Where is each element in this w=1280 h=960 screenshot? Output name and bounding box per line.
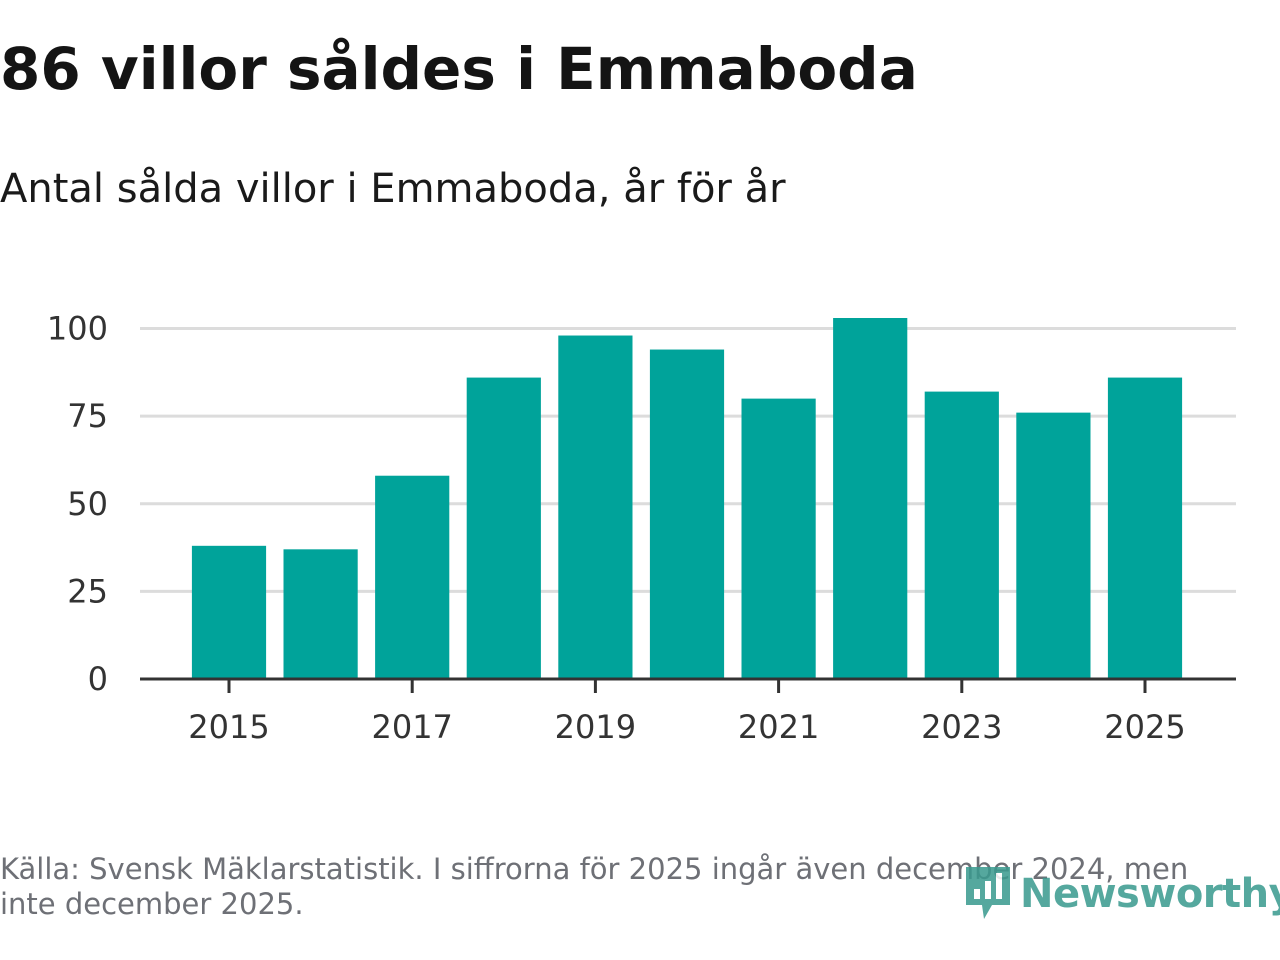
bar-chart: 0 25 50 75 100 2015 2017 2019 2021 2023 2025 — [47, 310, 1236, 746]
bar-2021 — [741, 398, 816, 679]
bar-2022 — [833, 318, 908, 679]
x-tick-label-2015: 2015 — [188, 708, 269, 746]
bar-2023 — [924, 391, 999, 679]
bar-2016 — [283, 549, 358, 679]
y-tick-label-25: 25 — [67, 572, 108, 610]
y-tick-label-0: 0 — [88, 660, 108, 698]
x-tick-label-2023: 2023 — [921, 708, 1002, 746]
axes: 0 25 50 75 100 2015 2017 2019 2021 2023 2025 — [47, 310, 1236, 746]
y-tick-label-75: 75 — [67, 397, 108, 435]
newsworthy-logo-icon — [966, 867, 1010, 919]
chart-title: 86 villor såldes i Emmaboda — [0, 35, 918, 103]
bar-2020 — [649, 349, 725, 679]
x-tick-label-2025: 2025 — [1104, 708, 1185, 746]
bar-2018 — [466, 377, 541, 679]
bars — [191, 318, 1183, 679]
brand-name: Newsworthy — [1020, 871, 1280, 917]
newsworthy-brand: Newsworthy — [962, 862, 1280, 926]
bar-2019 — [558, 335, 633, 679]
bar-2015 — [191, 545, 267, 679]
y-tick-label-50: 50 — [67, 485, 108, 523]
y-tick-label-100: 100 — [47, 310, 108, 348]
bar-2017 — [375, 475, 450, 679]
x-tick-label-2017: 2017 — [371, 708, 452, 746]
bar-2025 — [1107, 377, 1183, 679]
bar-2024 — [1016, 412, 1091, 679]
x-tick-label-2021: 2021 — [738, 708, 819, 746]
chart-subtitle: Antal sålda villor i Emmaboda, år för år — [0, 166, 786, 212]
x-tick-label-2019: 2019 — [555, 708, 636, 746]
